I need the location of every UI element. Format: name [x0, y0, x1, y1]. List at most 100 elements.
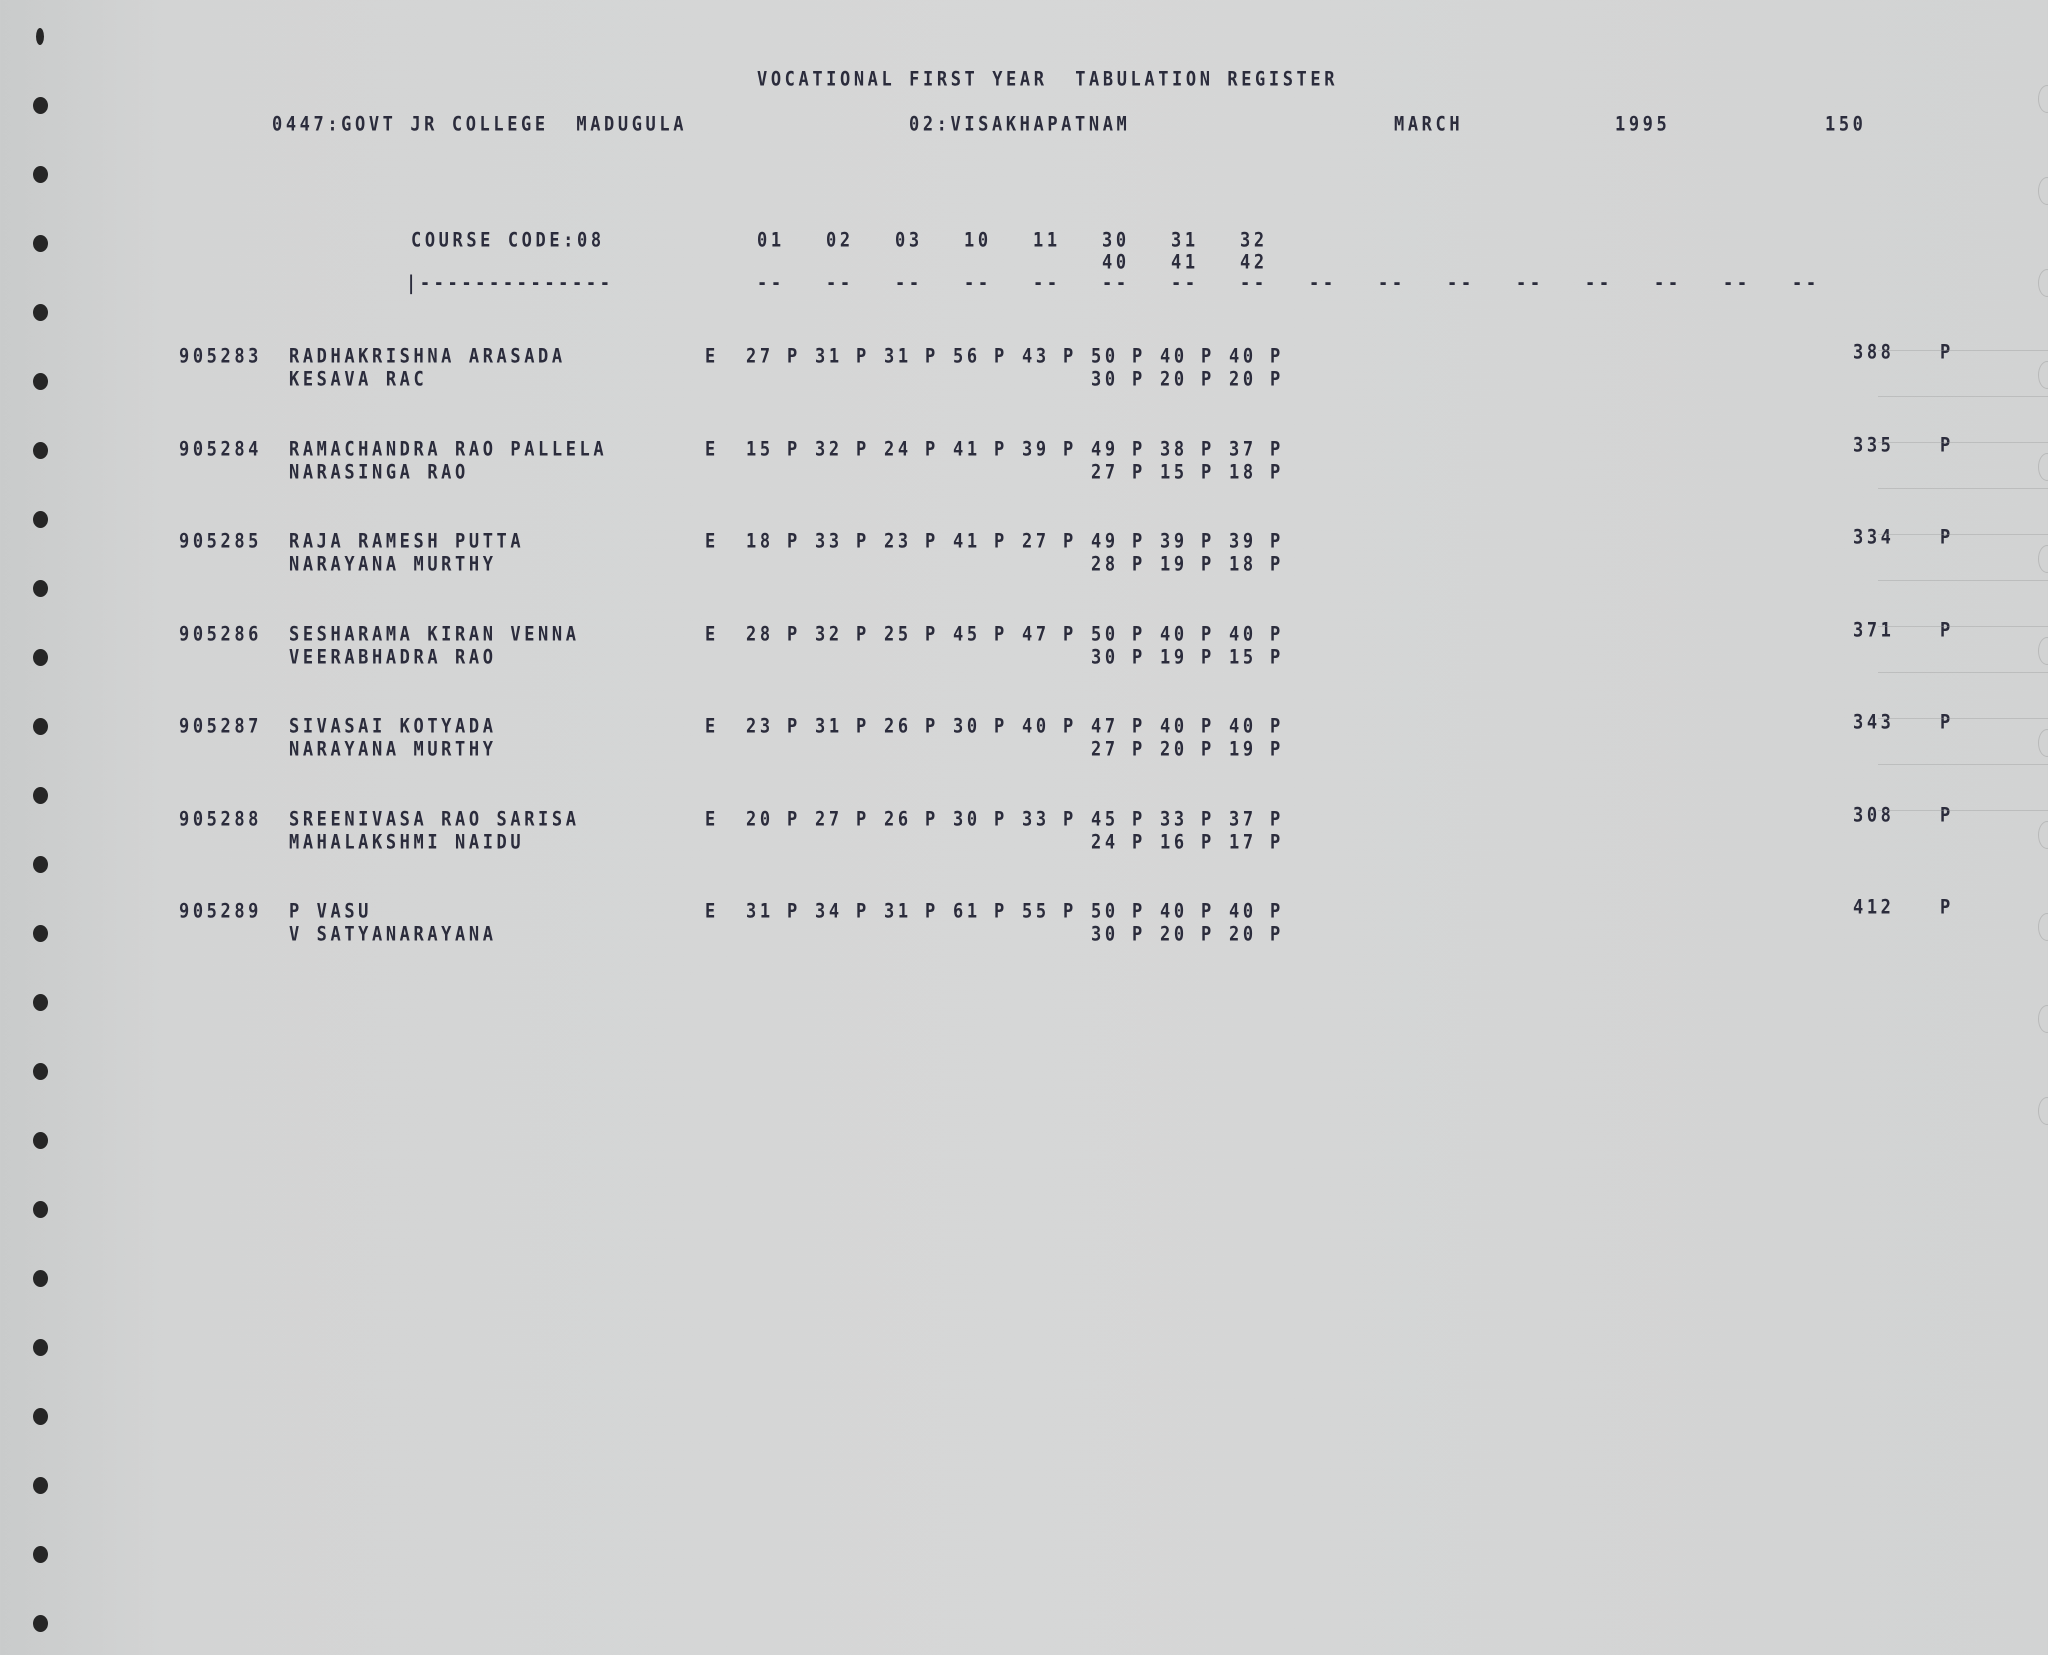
- subject-mark: 20: [1229, 923, 1257, 946]
- faint-rule-line: [1878, 442, 2048, 443]
- subject-result: P: [1132, 437, 1146, 461]
- subject-mark: 18: [1229, 553, 1257, 576]
- student-father-name: KESAVA RAC: [289, 368, 428, 391]
- subject-result: P: [1270, 830, 1284, 854]
- subject-mark: 40: [1160, 345, 1188, 368]
- subject-result: P: [1201, 460, 1215, 484]
- subject-result: P: [1201, 622, 1215, 646]
- subject-result: P: [1132, 900, 1146, 923]
- subject-result: P: [1201, 900, 1215, 923]
- student-name: P VASU: [289, 900, 373, 923]
- edge-perforation: [2038, 545, 2048, 573]
- subject-mark: 40: [1160, 715, 1188, 738]
- subject-mark: 20: [1160, 923, 1188, 946]
- subject-result: P: [1270, 923, 1284, 946]
- subject-result: P: [994, 807, 1008, 831]
- subject-result: P: [1132, 923, 1146, 946]
- subject-mark: 18: [1229, 460, 1257, 484]
- student-name: SIVASAI KOTYADA: [289, 715, 497, 738]
- subject-result: P: [1132, 622, 1146, 646]
- subject-code: 30: [1102, 229, 1130, 252]
- faint-rule-line: [1878, 488, 2048, 489]
- tractor-feed-hole: [33, 1615, 48, 1632]
- subject-mark: 33: [1022, 807, 1050, 831]
- subject-mark: 55: [1022, 900, 1050, 923]
- column-dash: --: [1723, 272, 1751, 295]
- subject-mark: 32: [815, 622, 843, 646]
- subject-result: P: [1063, 900, 1077, 923]
- subject-code: 11: [1033, 229, 1061, 252]
- student-father-name: NARASINGA RAO: [289, 460, 469, 484]
- subject-code: 10: [964, 229, 992, 252]
- subject-mark: 56: [953, 345, 981, 368]
- subject-result: P: [1270, 553, 1284, 576]
- tractor-feed-hole: [33, 1339, 48, 1356]
- total-marks: 334: [1853, 526, 1895, 549]
- subject-mark: 31: [746, 900, 774, 923]
- subject-result: P: [925, 900, 939, 923]
- subject-mark: 15: [1160, 460, 1188, 484]
- subject-result: P: [994, 437, 1008, 461]
- column-dash: --: [1309, 272, 1337, 295]
- report-title: VOCATIONAL FIRST YEAR TABULATION REGISTE…: [757, 68, 1339, 91]
- tractor-feed-hole: [33, 925, 48, 942]
- total-marks: 343: [1853, 711, 1895, 734]
- subject-result: P: [994, 900, 1008, 923]
- edge-perforation: [2038, 1097, 2048, 1125]
- subject-mark: 32: [815, 437, 843, 461]
- subject-mark: 23: [884, 530, 912, 553]
- subject-result: P: [787, 900, 801, 923]
- subject-result: P: [925, 530, 939, 553]
- subject-mark: 27: [1091, 738, 1119, 761]
- subject-mark: 30: [953, 807, 981, 831]
- subject-mark: 34: [815, 900, 843, 923]
- edge-perforation: [2038, 729, 2048, 757]
- subject-mark: 16: [1160, 830, 1188, 854]
- subject-code: 41: [1171, 251, 1199, 274]
- subject-result: P: [994, 530, 1008, 553]
- subject-mark: 31: [815, 715, 843, 738]
- column-dash: --: [1516, 272, 1544, 295]
- subject-mark: 50: [1091, 900, 1119, 923]
- subject-result: P: [1132, 553, 1146, 576]
- district-name: 02:VISAKHAPATNAM: [909, 113, 1131, 136]
- subject-result: P: [1063, 622, 1077, 646]
- subject-result: P: [1132, 715, 1146, 738]
- subject-result: P: [1132, 807, 1146, 831]
- subject-mark: 25: [884, 622, 912, 646]
- column-dash: --: [895, 272, 923, 295]
- subject-result: P: [787, 345, 801, 368]
- exam-type: E: [705, 900, 719, 923]
- faint-rule-line: [1878, 764, 2048, 765]
- column-dash: --: [1654, 272, 1682, 295]
- tractor-feed-hole: [33, 1063, 48, 1080]
- subject-result: P: [856, 622, 870, 646]
- tractor-feed-hole: [33, 718, 48, 735]
- subject-mark: 27: [746, 345, 774, 368]
- tractor-feed-hole: [33, 994, 48, 1011]
- subject-mark: 43: [1022, 345, 1050, 368]
- tractor-feed-hole: [33, 1201, 48, 1218]
- tractor-feed-hole: [33, 580, 48, 597]
- subject-result: P: [994, 715, 1008, 738]
- edge-perforation: [2038, 637, 2048, 665]
- student-name: RAMACHANDRA RAO PALLELA: [289, 437, 608, 461]
- student-father-name: NARAYANA MURTHY: [289, 553, 497, 576]
- subject-mark: 26: [884, 807, 912, 831]
- subject-mark: 19: [1229, 738, 1257, 761]
- subject-mark: 20: [1160, 368, 1188, 391]
- faint-rule-line: [1878, 672, 2048, 673]
- subject-result: P: [994, 622, 1008, 646]
- subject-mark: 50: [1091, 345, 1119, 368]
- subject-mark: 40: [1022, 715, 1050, 738]
- subject-result: P: [787, 715, 801, 738]
- subject-result: P: [1201, 368, 1215, 391]
- subject-mark: 19: [1160, 645, 1188, 669]
- subject-mark: 24: [1091, 830, 1119, 854]
- subject-result: P: [925, 437, 939, 461]
- subject-result: P: [787, 622, 801, 646]
- student-name: SESHARAMA KIRAN VENNA: [289, 622, 580, 646]
- tractor-feed-hole: [33, 1546, 48, 1563]
- student-roll-number: 905288: [179, 807, 263, 831]
- column-dash: --: [757, 272, 785, 295]
